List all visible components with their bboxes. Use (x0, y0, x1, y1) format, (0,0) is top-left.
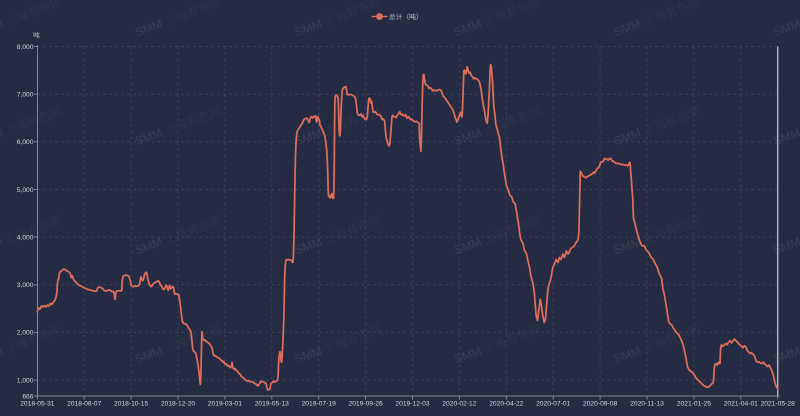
svg-text:2019-07-19: 2019-07-19 (302, 401, 336, 408)
svg-text:2019-12-03: 2019-12-03 (395, 401, 429, 408)
svg-text:2020-09-08: 2020-09-08 (583, 401, 617, 408)
svg-text:2018-08-07: 2018-08-07 (67, 401, 101, 408)
svg-text:666: 666 (22, 393, 33, 400)
svg-text:2019-09-26: 2019-09-26 (348, 401, 382, 408)
svg-text:2020-04-22: 2020-04-22 (489, 401, 523, 408)
svg-text:2020-11-13: 2020-11-13 (630, 401, 664, 408)
svg-text:2021-05-28: 2021-05-28 (761, 401, 795, 408)
svg-text:8,000: 8,000 (17, 44, 34, 51)
svg-text:2,000: 2,000 (17, 330, 34, 337)
svg-text:2020-02-12: 2020-02-12 (442, 401, 476, 408)
svg-text:2018-12-20: 2018-12-20 (161, 401, 195, 408)
svg-text:3,000: 3,000 (17, 282, 34, 289)
svg-text:2021-04-01: 2021-04-01 (724, 401, 758, 408)
svg-text:5,000: 5,000 (17, 187, 34, 194)
svg-text:2020-07-01: 2020-07-01 (536, 401, 570, 408)
svg-text:6,000: 6,000 (17, 139, 34, 146)
svg-text:1,000: 1,000 (17, 377, 34, 384)
svg-text:2018-10-15: 2018-10-15 (114, 401, 148, 408)
svg-text:4,000: 4,000 (17, 234, 34, 241)
svg-text:2021-01-25: 2021-01-25 (677, 401, 711, 408)
svg-text:2019-03-01: 2019-03-01 (208, 401, 242, 408)
svg-text:7,000: 7,000 (17, 92, 34, 99)
svg-text:2018-05-31: 2018-05-31 (20, 401, 54, 408)
svg-text:2019-05-13: 2019-05-13 (255, 401, 289, 408)
